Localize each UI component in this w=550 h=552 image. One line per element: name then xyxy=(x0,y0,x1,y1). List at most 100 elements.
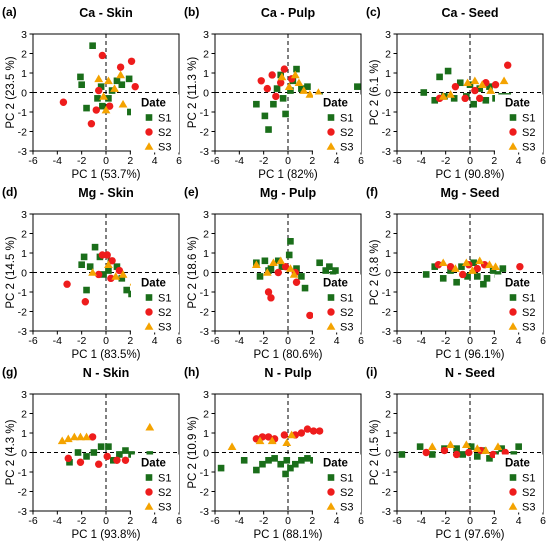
x-tick-label: 2 xyxy=(127,155,133,167)
data-point xyxy=(118,275,126,282)
data-point xyxy=(105,95,112,102)
legend-entry: S3 xyxy=(158,502,171,514)
y-tick-label: -2 xyxy=(18,306,27,318)
x-tick-label: 4 xyxy=(516,155,522,167)
data-point xyxy=(104,76,113,85)
data-point xyxy=(315,427,324,435)
data-point xyxy=(486,83,493,90)
data-point xyxy=(354,83,361,90)
data-point xyxy=(116,63,125,71)
legend-title: Date xyxy=(505,458,530,470)
panel-label: (f) xyxy=(366,185,378,199)
data-point xyxy=(86,263,94,270)
y-tick-label: -1 xyxy=(382,467,391,479)
data-point xyxy=(314,88,323,96)
data-point xyxy=(122,447,129,454)
legend-entry: S2 xyxy=(522,127,535,139)
legend-marker xyxy=(326,502,336,510)
x-tick-label: 4 xyxy=(334,155,340,167)
series-S2 xyxy=(59,51,139,128)
x-tick-label: -4 xyxy=(417,155,426,167)
data-point xyxy=(305,90,315,98)
y-tick-label: -1 xyxy=(18,107,27,119)
data-point xyxy=(107,274,115,283)
y-tick-label: 3 xyxy=(385,209,391,221)
data-point xyxy=(304,455,311,462)
legend-title: Date xyxy=(141,278,166,290)
x-tick-label: 4 xyxy=(152,335,158,347)
x-axis-label: PC 1 (80.6%) xyxy=(253,349,322,361)
legend-entry: S3 xyxy=(522,142,535,154)
data-point xyxy=(95,460,103,468)
y-tick-label: 2 xyxy=(385,48,391,60)
panel-title: N - Skin xyxy=(83,366,130,380)
legend-marker xyxy=(145,294,153,301)
data-point xyxy=(82,432,91,441)
legend-marker xyxy=(327,128,335,136)
data-point xyxy=(113,77,121,85)
data-point xyxy=(256,273,264,280)
data-point xyxy=(83,286,90,294)
data-point xyxy=(494,271,502,278)
data-point xyxy=(99,102,106,110)
x-tick-label: -2 xyxy=(77,515,86,527)
data-point xyxy=(304,83,311,90)
data-point xyxy=(100,271,107,278)
legend-title: Date xyxy=(141,98,166,110)
data-point xyxy=(297,429,306,437)
data-point xyxy=(309,427,318,435)
y-tick-label: 1 xyxy=(385,248,391,260)
y-axis-label: PC 2 (3.8 %) xyxy=(369,239,381,305)
legend: Date S1 S2 S3 xyxy=(131,94,179,154)
y-tick-label: -3 xyxy=(18,506,27,518)
legend-title: Date xyxy=(323,278,348,290)
data-point xyxy=(92,106,100,114)
data-point xyxy=(280,431,289,439)
data-point xyxy=(116,70,125,79)
data-point xyxy=(294,78,304,87)
data-point xyxy=(105,267,112,274)
y-tick-label: 2 xyxy=(203,408,209,420)
legend: Date S1 S2 S3 xyxy=(495,274,543,334)
data-point xyxy=(299,86,309,94)
y-tick-label: 0 xyxy=(203,447,209,459)
data-point xyxy=(474,453,481,460)
x-tick-label: -4 xyxy=(235,335,244,347)
x-tick-label: -4 xyxy=(53,515,62,527)
y-axis-label: PC 2 (1.5 %) xyxy=(369,419,381,485)
legend-background xyxy=(313,94,361,153)
data-point xyxy=(398,451,406,458)
panel-c: (c) Ca - Seed -6 -4 -2 0 2 4 6 -3 -2 -1 0 1 2 3 PC 1 (90… xyxy=(366,5,546,181)
x-tick-label: 0 xyxy=(467,335,473,347)
y-tick-label: 3 xyxy=(21,209,27,221)
series-S3 xyxy=(227,430,297,450)
data-point xyxy=(99,92,108,100)
data-point xyxy=(483,275,491,282)
data-point xyxy=(468,266,477,274)
x-tick-label: 0 xyxy=(285,515,291,527)
data-point xyxy=(482,97,490,104)
legend-marker xyxy=(508,502,518,510)
data-point xyxy=(83,453,90,460)
x-tick-label: 4 xyxy=(334,335,340,347)
y-tick-label: 2 xyxy=(21,408,27,420)
series-S2 xyxy=(435,61,512,103)
y-tick-label: 0 xyxy=(203,87,209,99)
data-point xyxy=(420,89,428,96)
legend-entry: S1 xyxy=(522,473,535,485)
y-tick-label: -1 xyxy=(382,107,391,119)
data-point xyxy=(477,80,487,88)
data-point xyxy=(476,85,484,92)
data-point xyxy=(489,450,497,459)
data-point xyxy=(283,457,291,464)
legend-entry: S2 xyxy=(340,307,353,319)
x-tick-label: 0 xyxy=(467,155,473,167)
legend: Date S1 S2 S3 xyxy=(313,454,361,514)
data-point xyxy=(97,83,105,90)
y-tick-label: 2 xyxy=(21,228,27,240)
data-point xyxy=(101,105,111,114)
data-point xyxy=(272,92,280,101)
data-point xyxy=(485,260,494,268)
data-point xyxy=(298,273,305,280)
data-point xyxy=(436,73,443,81)
